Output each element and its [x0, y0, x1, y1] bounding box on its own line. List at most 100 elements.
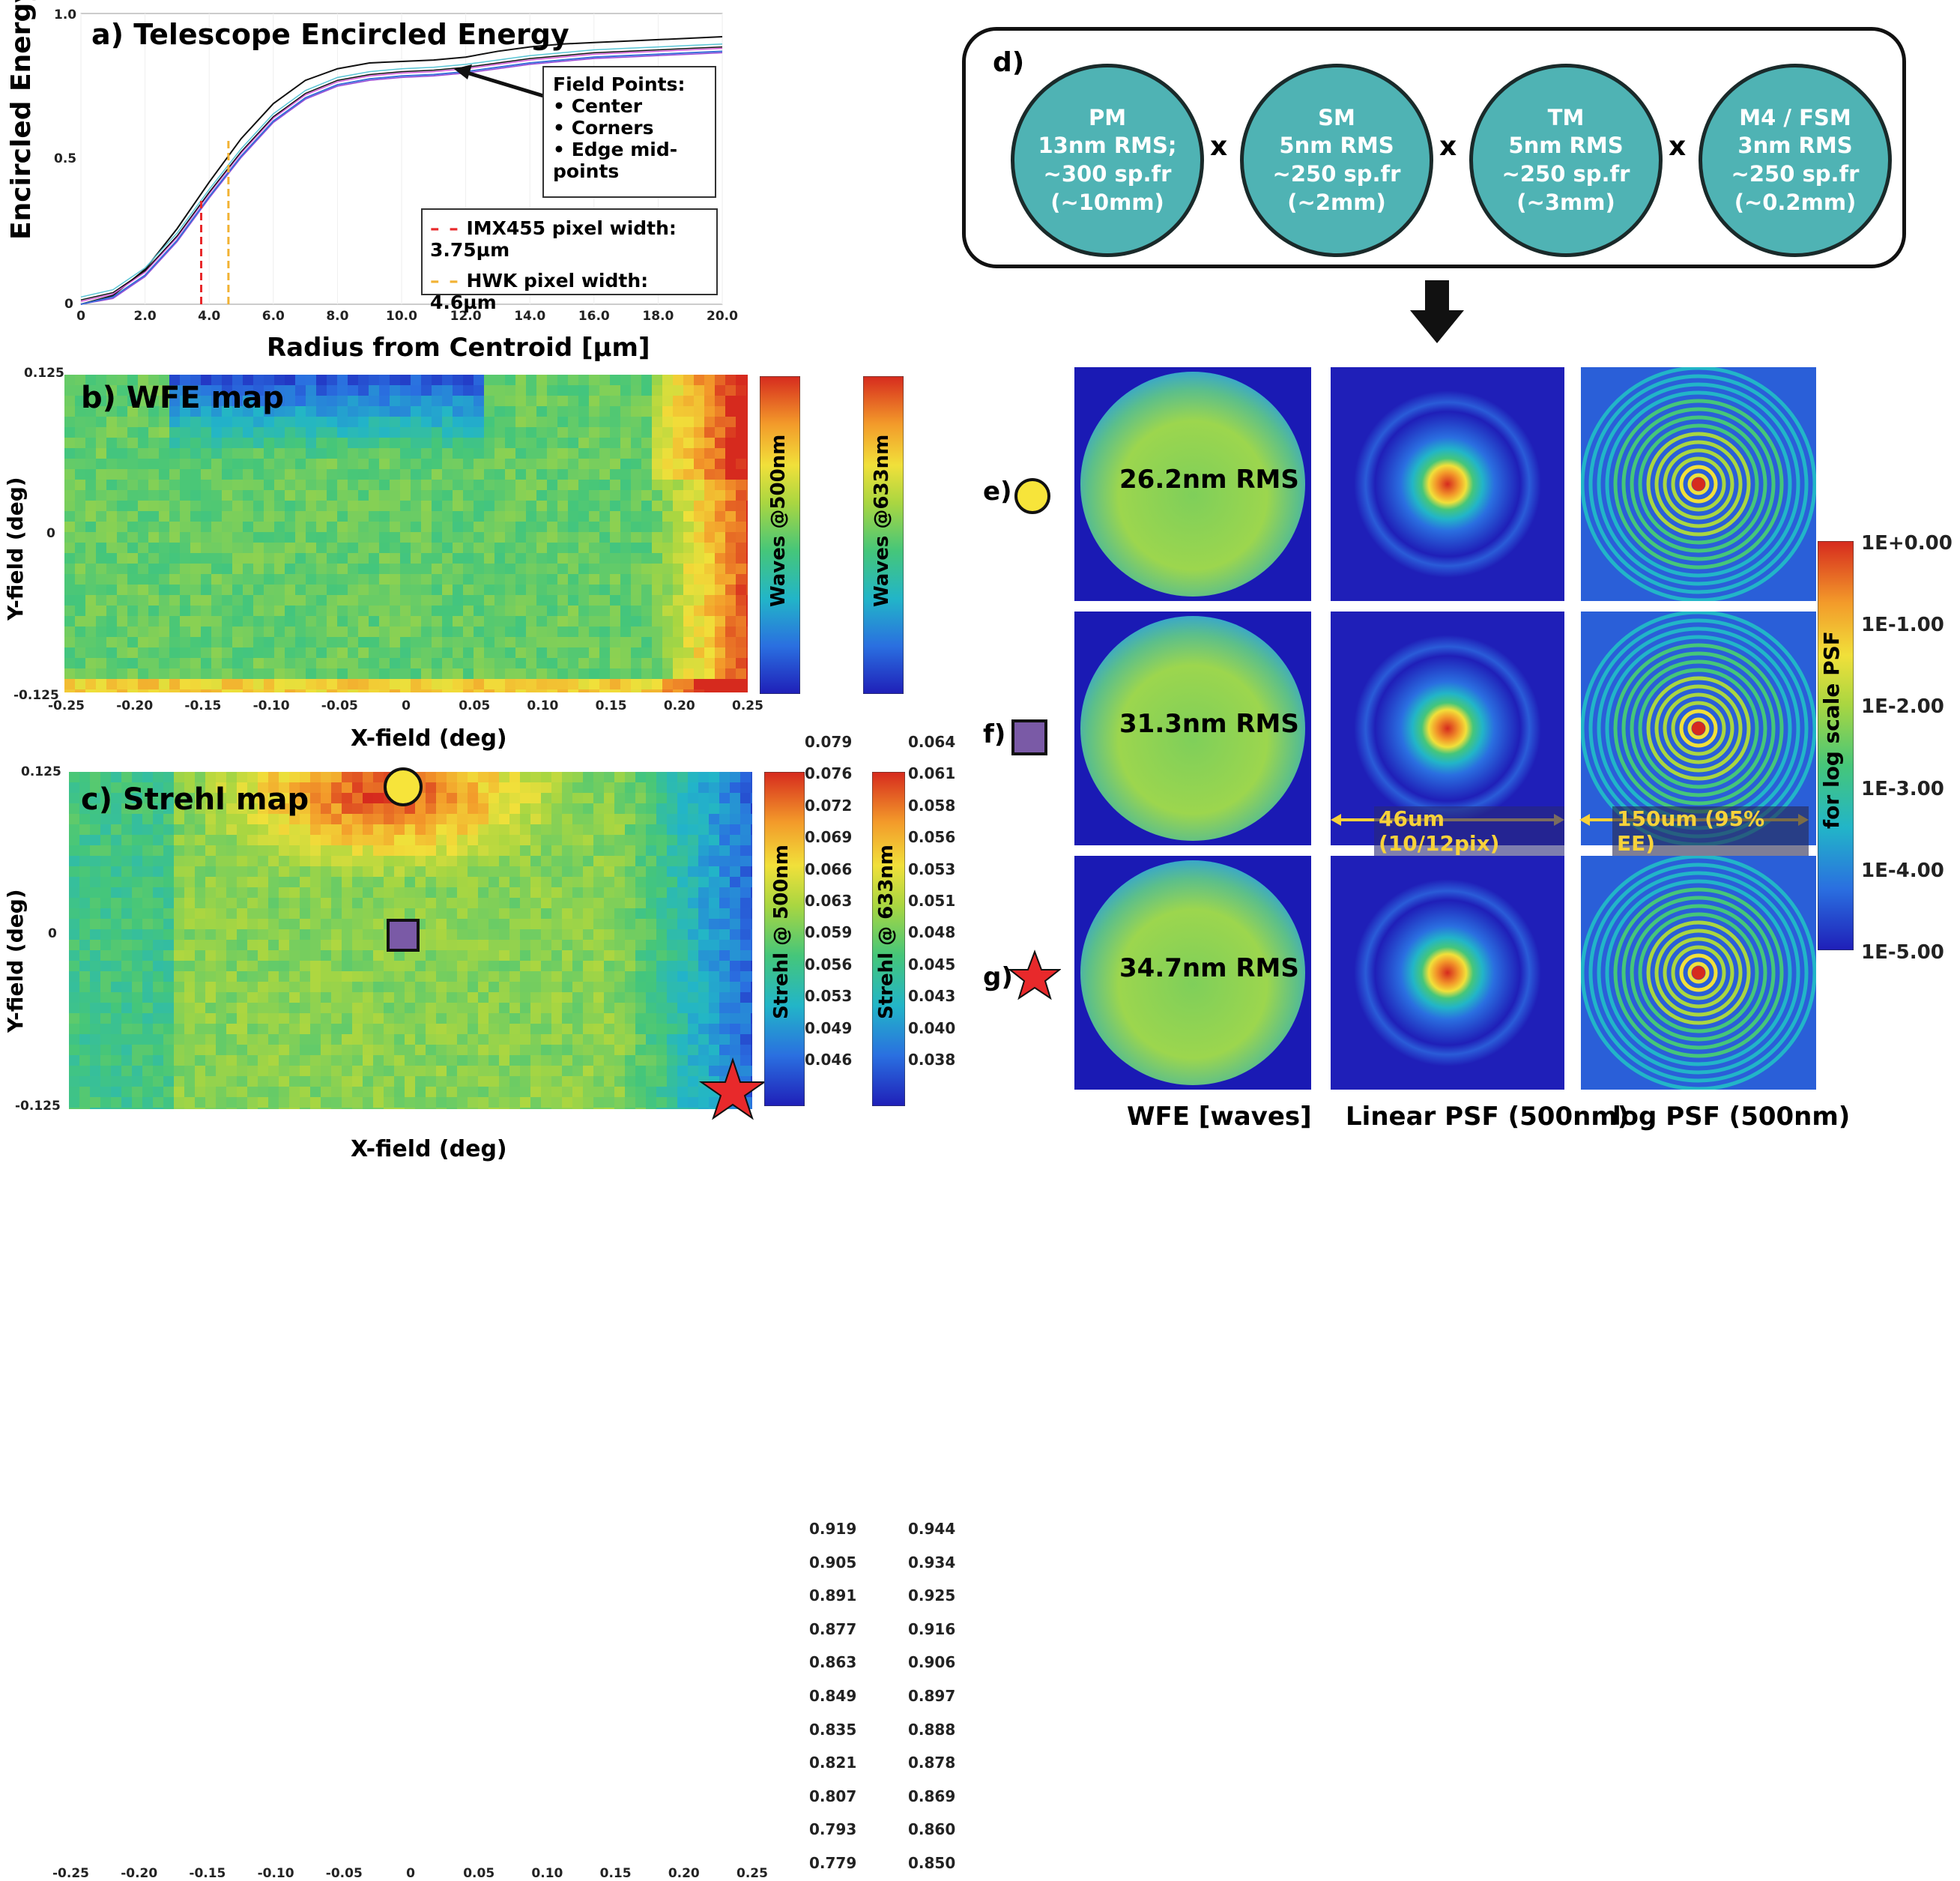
- heatmap-cell: [578, 427, 590, 438]
- heatmap-cell: [327, 574, 338, 585]
- heatmap-cell: [468, 824, 479, 836]
- strehl-ytick: 0.125: [21, 764, 61, 779]
- heatmap-cell: [547, 647, 558, 659]
- heatmap-cell: [127, 385, 139, 396]
- heatmap-cell: [536, 406, 548, 417]
- heatmap-cell: [457, 877, 468, 888]
- heatmap-cell: [295, 564, 306, 575]
- heatmap-cell: [264, 606, 275, 617]
- heatmap-cell: [100, 772, 112, 783]
- wfe-cbar-500: [760, 376, 800, 694]
- heatmap-cell: [411, 448, 422, 459]
- heatmap-cell: [243, 595, 254, 606]
- heatmap-cell: [201, 585, 212, 596]
- heatmap-cell: [211, 616, 223, 627]
- heatmap-cell: [274, 501, 285, 512]
- heatmap-cell: [484, 438, 495, 449]
- heatmap-cell: [289, 772, 300, 783]
- heatmap-cell: [646, 772, 657, 783]
- heatmap-cell: [274, 606, 285, 617]
- heatmap-cell: [111, 845, 122, 857]
- heatmap-cell: [180, 385, 191, 396]
- heatmap-cell: [295, 637, 306, 648]
- heatmap-cell: [379, 595, 390, 606]
- heatmap-cell: [316, 501, 327, 512]
- heatmap-cell: [121, 814, 133, 825]
- heatmap-cell: [484, 574, 495, 585]
- heatmap-cell: [572, 898, 584, 909]
- heatmap-cell: [174, 887, 185, 899]
- heatmap-cell: [285, 689, 296, 692]
- heatmap-cell: [232, 668, 244, 680]
- heatmap-cell: [342, 782, 353, 794]
- heatmap-cell: [719, 971, 731, 982]
- heatmap-cell: [641, 543, 653, 554]
- heatmap-cell: [604, 877, 615, 888]
- heatmap-cell: [75, 627, 86, 638]
- heatmap-cell: [536, 606, 548, 617]
- heatmap-cell: [677, 835, 689, 846]
- heatmap-cell: [237, 950, 248, 961]
- heatmap-cell: [211, 595, 223, 606]
- heatmap-cell: [400, 689, 411, 692]
- heatmap-cell: [484, 647, 495, 659]
- heatmap-cell: [342, 845, 353, 857]
- heatmap-cell: [274, 406, 285, 417]
- heatmap-cell: [715, 490, 726, 501]
- heatmap-cell: [599, 585, 611, 596]
- heatmap-cell: [163, 887, 175, 899]
- heatmap-cell: [69, 887, 80, 899]
- heatmap-cell: [363, 814, 374, 825]
- heatmap-cell: [562, 782, 573, 794]
- heatmap-cell: [232, 647, 244, 659]
- heatmap-cell: [226, 793, 238, 804]
- heatmap-cell: [201, 459, 212, 470]
- heatmap-cell: [253, 553, 264, 564]
- strehl-xtick: 0.15: [599, 1866, 632, 1881]
- heatmap-cell: [348, 553, 359, 564]
- heatmap-cell: [583, 919, 594, 930]
- heatmap-cell: [557, 448, 569, 459]
- heatmap-cell: [468, 950, 479, 961]
- heatmap-cell: [694, 616, 705, 627]
- heatmap-cell: [327, 385, 338, 396]
- heatmap-cell: [96, 553, 107, 564]
- heatmap-cell: [289, 866, 300, 878]
- wfe-cbar-500-tick: 0.046: [805, 1051, 853, 1069]
- heatmap-cell: [295, 658, 306, 669]
- heatmap-cell: [620, 396, 632, 407]
- heatmap-cell: [432, 637, 443, 648]
- heatmap-cell: [379, 616, 390, 627]
- heatmap-cell: [447, 772, 458, 783]
- heatmap-cell: [316, 564, 327, 575]
- heatmap-cell: [489, 793, 500, 804]
- heatmap-cell: [494, 501, 506, 512]
- heatmap-cell: [373, 929, 384, 940]
- heatmap-cell: [562, 845, 573, 857]
- heatmap-cell: [572, 845, 584, 857]
- heatmap-cell: [421, 511, 432, 522]
- heatmap-cell: [578, 375, 590, 386]
- heatmap-cell: [593, 793, 605, 804]
- heatmap-cell: [174, 782, 185, 794]
- heatmap-cell: [568, 522, 579, 533]
- heatmap-cell: [75, 543, 86, 554]
- heatmap-cell: [316, 490, 327, 501]
- heatmap-cell: [515, 585, 527, 596]
- heatmap-cell: [90, 908, 101, 920]
- heatmap-cell: [138, 574, 149, 585]
- heatmap-cell: [453, 574, 464, 585]
- heatmap-cell: [468, 887, 479, 899]
- heatmap-cell: [551, 866, 563, 878]
- heatmap-cell: [258, 940, 269, 951]
- heatmap-cell: [253, 459, 264, 470]
- strehl-cbar-633-tick: 0.934: [908, 1553, 956, 1571]
- heatmap-cell: [121, 950, 133, 961]
- heatmap-cell: [505, 606, 516, 617]
- heatmap-cell: [536, 637, 548, 648]
- heatmap-cell: [593, 971, 605, 982]
- strehl-cbar-633-tick: 0.925: [908, 1586, 956, 1605]
- heatmap-cell: [489, 877, 500, 888]
- heatmap-cell: [100, 929, 112, 940]
- heatmap-cell: [751, 803, 752, 815]
